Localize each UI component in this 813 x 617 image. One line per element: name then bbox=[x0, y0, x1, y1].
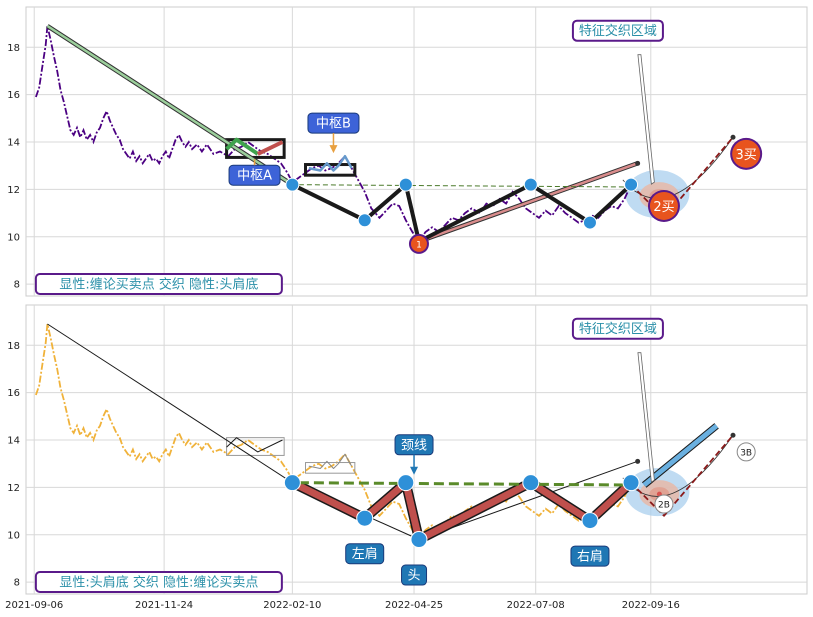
annotation-box bbox=[34, 273, 283, 295]
y-tick-label: 14 bbox=[7, 138, 20, 149]
annotation-label: 左肩 bbox=[352, 546, 378, 562]
vertex-dot bbox=[730, 134, 736, 140]
chart-panel-bottom: 8 10 12 14 16 18 2021-09-06 2021-11-24 2022-02-1… bbox=[5, 304, 808, 611]
pivot-marker bbox=[283, 474, 301, 492]
annotation-box bbox=[345, 543, 385, 565]
y-tick-label: 8 bbox=[14, 578, 20, 589]
annotation-box bbox=[571, 317, 664, 340]
annotation-box bbox=[34, 571, 283, 593]
y-tick-label: 10 bbox=[7, 232, 20, 243]
pivot-marker bbox=[523, 177, 538, 192]
buy-line bbox=[630, 434, 734, 517]
x-tick-label: 2021-09-06 bbox=[5, 600, 63, 611]
annotation-label: 显性:头肩底 交织 隐性:缠论买卖点 bbox=[59, 575, 258, 591]
thin-line bbox=[226, 437, 283, 453]
annotation-label: 显性:缠论买卖点 交织 隐性:头肩底 bbox=[59, 277, 258, 293]
vertex-dot bbox=[635, 160, 641, 166]
annotation-label: 颈线 bbox=[401, 438, 427, 453]
pivot-marker bbox=[397, 474, 415, 492]
annotation-box bbox=[570, 545, 610, 567]
neckline-line bbox=[298, 184, 632, 188]
annotation-label: 头 bbox=[408, 569, 421, 584]
y-tick-label: 12 bbox=[7, 483, 20, 494]
x-tick-label: 2021-11-24 bbox=[135, 600, 193, 611]
y-tick-label: 8 bbox=[14, 280, 20, 291]
annotation-box bbox=[307, 112, 360, 134]
pivot-marker bbox=[356, 509, 374, 527]
buy-point-label: 1 bbox=[416, 240, 422, 250]
pivot-marker bbox=[410, 531, 428, 549]
pivot-marker bbox=[622, 474, 640, 492]
vertex-dot bbox=[730, 432, 736, 438]
neckline-line bbox=[298, 481, 632, 487]
vertex-dot bbox=[635, 458, 641, 464]
x-tick-label: 2022-02-10 bbox=[263, 600, 321, 611]
x-tick-label: 2022-09-16 bbox=[622, 600, 680, 611]
buy-point-marker bbox=[732, 139, 761, 168]
trend-line bbox=[418, 162, 639, 243]
hub-line bbox=[225, 137, 259, 156]
y-tick-label: 14 bbox=[7, 436, 20, 447]
annotation-label: 右肩 bbox=[577, 549, 603, 565]
buy-point-marker bbox=[736, 442, 756, 462]
buy-point-label: 3B bbox=[740, 448, 752, 458]
hub-line bbox=[256, 140, 284, 156]
zhongshu-b-box bbox=[305, 462, 356, 474]
y-tick-label: 18 bbox=[7, 43, 20, 54]
pivot-marker bbox=[624, 177, 639, 192]
y-tick-label: 10 bbox=[7, 530, 20, 541]
trend-line bbox=[46, 24, 294, 186]
buy-point-label: 3买 bbox=[736, 148, 757, 163]
target-line bbox=[642, 423, 719, 487]
annotation-box bbox=[571, 19, 664, 42]
pivot-marker bbox=[357, 213, 372, 228]
price-series-line bbox=[35, 25, 632, 244]
y-tick-label: 16 bbox=[7, 90, 20, 101]
buy-point-label: 2买 bbox=[653, 200, 674, 215]
annotation-label: 特征交织区域 bbox=[579, 321, 657, 337]
y-tick-label: 16 bbox=[7, 388, 20, 399]
x-tick-label: 2022-07-08 bbox=[507, 600, 565, 611]
zhongshu-b-box bbox=[304, 163, 357, 177]
pointer-arrow bbox=[410, 466, 419, 475]
pointer-arrow bbox=[329, 145, 338, 154]
annotation-box bbox=[401, 564, 428, 586]
pivot-marker bbox=[581, 512, 599, 530]
hub-line bbox=[308, 154, 353, 172]
buy-point-marker bbox=[649, 191, 678, 220]
pivot-marker bbox=[582, 215, 597, 230]
zone-pointer bbox=[637, 54, 655, 185]
pivot-marker bbox=[285, 177, 300, 192]
buy-point-label: 2B bbox=[658, 500, 670, 510]
thin-line bbox=[308, 453, 353, 469]
annotation-label: 中枢A bbox=[237, 169, 272, 184]
buy-point-marker bbox=[410, 235, 427, 252]
x-tick-label: 2022-04-25 bbox=[385, 600, 443, 611]
annotation-label: 特征交织区域 bbox=[579, 23, 657, 39]
buy-point-marker bbox=[654, 494, 674, 514]
y-tick-label: 12 bbox=[7, 185, 20, 196]
pivot-marker bbox=[522, 474, 540, 492]
y-tick-label: 18 bbox=[7, 341, 20, 352]
pivot-marker bbox=[398, 177, 413, 192]
annotation-label: 中枢B bbox=[316, 117, 351, 132]
zone-pointer bbox=[637, 352, 655, 483]
